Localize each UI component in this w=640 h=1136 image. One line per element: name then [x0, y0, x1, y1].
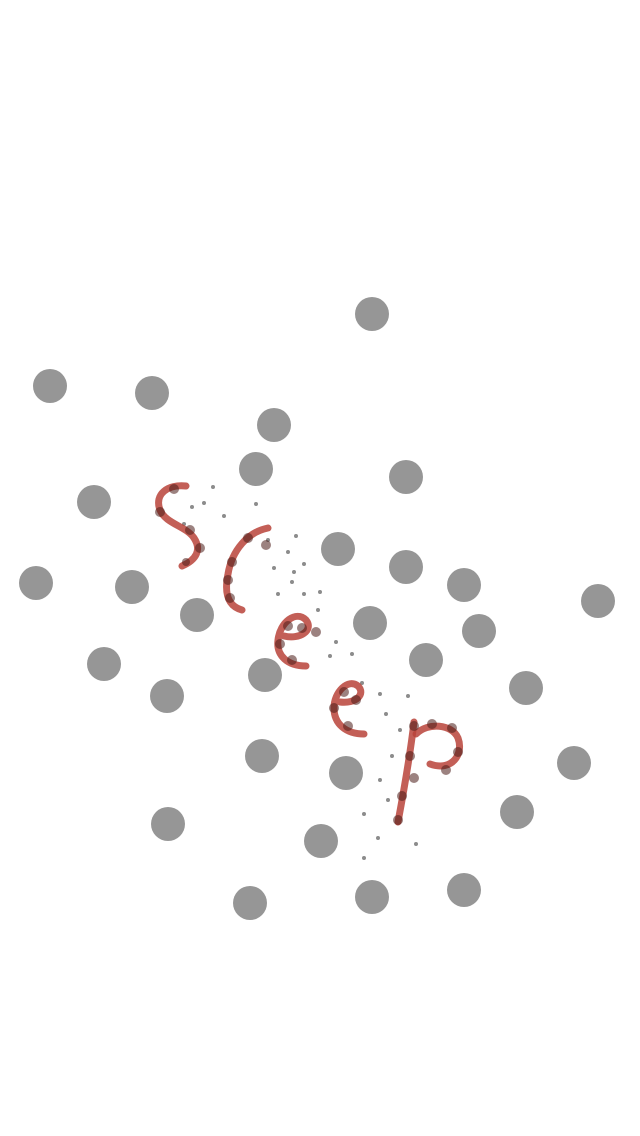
target-dot[interactable] — [389, 550, 423, 584]
guide-dot — [390, 754, 394, 758]
target-dot[interactable] — [151, 807, 185, 841]
target-dot[interactable] — [509, 671, 543, 705]
guide-dot — [378, 692, 382, 696]
target-dot[interactable] — [321, 532, 355, 566]
guide-dot — [378, 778, 382, 782]
guide-dot — [334, 640, 338, 644]
target-dot[interactable] — [389, 460, 423, 494]
guide-dot — [190, 505, 194, 509]
guide-dot — [350, 652, 354, 656]
guide-dot — [292, 570, 296, 574]
guide-dot — [328, 654, 332, 658]
guide-dot — [384, 712, 388, 716]
target-dot[interactable] — [257, 408, 291, 442]
guide-dot — [360, 681, 364, 685]
target-dot[interactable] — [135, 376, 169, 410]
target-dot[interactable] — [409, 643, 443, 677]
target-dot[interactable] — [581, 584, 615, 618]
target-dot[interactable] — [150, 679, 184, 713]
target-dot[interactable] — [355, 297, 389, 331]
guide-dot — [386, 798, 390, 802]
letter-p-stroke — [393, 718, 463, 826]
target-dot[interactable] — [353, 606, 387, 640]
target-dot[interactable] — [557, 746, 591, 780]
guide-dot — [316, 608, 320, 612]
guide-dot — [318, 590, 322, 594]
guide-dot — [254, 502, 258, 506]
letter-c-stroke — [223, 524, 272, 614]
target-dot[interactable] — [19, 566, 53, 600]
guide-dot — [302, 562, 306, 566]
target-dot[interactable] — [500, 795, 534, 829]
target-dot[interactable] — [304, 824, 338, 858]
guide-dot — [362, 812, 366, 816]
letter-e1-stroke — [274, 612, 321, 670]
word-letters: Sceep — [169, 511, 434, 775]
target-dot[interactable] — [115, 570, 149, 604]
target-dot[interactable] — [245, 739, 279, 773]
target-dot[interactable] — [248, 658, 282, 692]
guide-dot — [406, 694, 410, 698]
guide-dot — [222, 514, 226, 518]
target-dot[interactable] — [355, 880, 389, 914]
guide-dot — [202, 501, 206, 505]
target-dot[interactable] — [329, 756, 363, 790]
target-dot[interactable] — [239, 452, 273, 486]
target-dot[interactable] — [180, 598, 214, 632]
guide-dot — [211, 485, 215, 489]
guide-dot — [290, 580, 294, 584]
target-dot[interactable] — [233, 886, 267, 920]
target-dot[interactable] — [447, 568, 481, 602]
big-dot-field — [19, 297, 615, 920]
target-dot[interactable] — [462, 614, 496, 648]
guide-dot — [362, 856, 366, 860]
small-dot-field — [182, 485, 418, 860]
letter-e2-stroke — [329, 680, 368, 738]
handwritten-word: Sceep — [155, 482, 463, 826]
target-dot[interactable] — [77, 485, 111, 519]
guide-dot — [398, 728, 402, 732]
letter-s-stroke — [155, 482, 205, 570]
target-dot[interactable] — [447, 873, 481, 907]
guide-dot — [376, 836, 380, 840]
target-dot[interactable] — [33, 369, 67, 403]
guide-dot — [302, 592, 306, 596]
guide-dot — [286, 550, 290, 554]
guide-dot — [294, 534, 298, 538]
guide-dot — [276, 592, 280, 596]
guide-dot — [272, 566, 276, 570]
guide-dot — [414, 842, 418, 846]
target-dot[interactable] — [87, 647, 121, 681]
